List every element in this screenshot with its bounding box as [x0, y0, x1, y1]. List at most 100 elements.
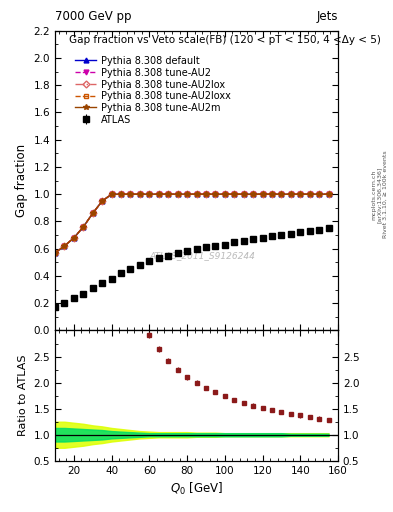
Pythia 8.308 tune-AU2m — [298, 191, 303, 197]
Text: Rivet 3.1.10, ≥ 100k events: Rivet 3.1.10, ≥ 100k events — [383, 151, 387, 239]
Pythia 8.308 tune-AU2loxx — [147, 191, 152, 197]
Line: Pythia 8.308 default: Pythia 8.308 default — [53, 192, 331, 255]
Pythia 8.308 tune-AU2loxx — [81, 224, 86, 230]
Pythia 8.308 tune-AU2m — [138, 191, 142, 197]
Line: Pythia 8.308 tune-AU2loxx: Pythia 8.308 tune-AU2loxx — [53, 192, 331, 255]
Pythia 8.308 tune-AU2 — [147, 191, 152, 197]
Pythia 8.308 tune-AU2loxx — [222, 191, 227, 197]
Pythia 8.308 tune-AU2loxx — [90, 210, 95, 217]
Pythia 8.308 default — [53, 250, 57, 256]
Pythia 8.308 default — [232, 191, 237, 197]
Pythia 8.308 tune-AU2m — [279, 191, 284, 197]
Pythia 8.308 tune-AU2lox — [128, 191, 133, 197]
Pythia 8.308 tune-AU2loxx — [279, 191, 284, 197]
Pythia 8.308 default — [166, 191, 171, 197]
Pythia 8.308 default — [147, 191, 152, 197]
Text: Gap fraction vs Veto scale(FB) (120 < pT < 150, 4 <Δy < 5): Gap fraction vs Veto scale(FB) (120 < pT… — [69, 35, 381, 45]
Line: Pythia 8.308 tune-AU2m: Pythia 8.308 tune-AU2m — [52, 191, 331, 255]
Pythia 8.308 tune-AU2loxx — [270, 191, 274, 197]
Pythia 8.308 tune-AU2loxx — [119, 191, 123, 197]
Pythia 8.308 tune-AU2lox — [232, 191, 237, 197]
Pythia 8.308 default — [175, 191, 180, 197]
Pythia 8.308 default — [81, 224, 86, 230]
Pythia 8.308 tune-AU2lox — [317, 191, 321, 197]
Pythia 8.308 tune-AU2lox — [156, 191, 161, 197]
Pythia 8.308 tune-AU2 — [175, 191, 180, 197]
Pythia 8.308 tune-AU2m — [147, 191, 152, 197]
Pythia 8.308 tune-AU2 — [156, 191, 161, 197]
Pythia 8.308 tune-AU2lox — [307, 191, 312, 197]
Pythia 8.308 tune-AU2lox — [204, 191, 208, 197]
Pythia 8.308 tune-AU2m — [194, 191, 199, 197]
Text: ATLAS_2011_S9126244: ATLAS_2011_S9126244 — [149, 251, 255, 260]
Legend: Pythia 8.308 default, Pythia 8.308 tune-AU2, Pythia 8.308 tune-AU2lox, Pythia 8.: Pythia 8.308 default, Pythia 8.308 tune-… — [74, 55, 232, 126]
Pythia 8.308 tune-AU2 — [109, 191, 114, 197]
Pythia 8.308 tune-AU2 — [185, 191, 189, 197]
Pythia 8.308 tune-AU2m — [204, 191, 208, 197]
Pythia 8.308 tune-AU2loxx — [138, 191, 142, 197]
Pythia 8.308 tune-AU2lox — [175, 191, 180, 197]
Pythia 8.308 tune-AU2m — [288, 191, 293, 197]
Pythia 8.308 tune-AU2m — [72, 234, 76, 241]
Text: Jets: Jets — [316, 10, 338, 23]
Pythia 8.308 tune-AU2m — [175, 191, 180, 197]
Pythia 8.308 tune-AU2lox — [260, 191, 265, 197]
Pythia 8.308 tune-AU2loxx — [72, 234, 76, 241]
Pythia 8.308 tune-AU2m — [166, 191, 171, 197]
Pythia 8.308 tune-AU2loxx — [156, 191, 161, 197]
Pythia 8.308 tune-AU2m — [100, 198, 105, 204]
Text: mcplots.cern.ch: mcplots.cern.ch — [372, 169, 376, 220]
Pythia 8.308 tune-AU2lox — [270, 191, 274, 197]
Pythia 8.308 default — [307, 191, 312, 197]
Pythia 8.308 default — [100, 198, 105, 204]
Line: Pythia 8.308 tune-AU2: Pythia 8.308 tune-AU2 — [53, 192, 331, 255]
Pythia 8.308 tune-AU2 — [222, 191, 227, 197]
Pythia 8.308 tune-AU2lox — [53, 250, 57, 256]
Pythia 8.308 tune-AU2loxx — [298, 191, 303, 197]
Pythia 8.308 tune-AU2m — [232, 191, 237, 197]
Pythia 8.308 tune-AU2lox — [241, 191, 246, 197]
X-axis label: $Q_0$ [GeV]: $Q_0$ [GeV] — [170, 481, 223, 497]
Pythia 8.308 tune-AU2lox — [185, 191, 189, 197]
Pythia 8.308 default — [317, 191, 321, 197]
Pythia 8.308 tune-AU2lox — [100, 198, 105, 204]
Pythia 8.308 tune-AU2lox — [119, 191, 123, 197]
Pythia 8.308 tune-AU2m — [53, 250, 57, 256]
Pythia 8.308 tune-AU2loxx — [175, 191, 180, 197]
Pythia 8.308 tune-AU2 — [298, 191, 303, 197]
Pythia 8.308 default — [270, 191, 274, 197]
Pythia 8.308 tune-AU2 — [270, 191, 274, 197]
Pythia 8.308 tune-AU2m — [241, 191, 246, 197]
Pythia 8.308 tune-AU2 — [128, 191, 133, 197]
Pythia 8.308 tune-AU2loxx — [241, 191, 246, 197]
Pythia 8.308 tune-AU2m — [307, 191, 312, 197]
Pythia 8.308 tune-AU2m — [317, 191, 321, 197]
Text: 7000 GeV pp: 7000 GeV pp — [55, 10, 132, 23]
Pythia 8.308 tune-AU2m — [270, 191, 274, 197]
Y-axis label: Ratio to ATLAS: Ratio to ATLAS — [18, 355, 28, 436]
Pythia 8.308 tune-AU2 — [288, 191, 293, 197]
Pythia 8.308 tune-AU2m — [326, 191, 331, 197]
Pythia 8.308 tune-AU2loxx — [213, 191, 218, 197]
Pythia 8.308 tune-AU2m — [128, 191, 133, 197]
Pythia 8.308 default — [279, 191, 284, 197]
Pythia 8.308 default — [194, 191, 199, 197]
Pythia 8.308 default — [251, 191, 255, 197]
Pythia 8.308 default — [119, 191, 123, 197]
Pythia 8.308 tune-AU2 — [119, 191, 123, 197]
Pythia 8.308 default — [128, 191, 133, 197]
Pythia 8.308 default — [326, 191, 331, 197]
Pythia 8.308 tune-AU2m — [62, 243, 67, 249]
Pythia 8.308 tune-AU2 — [279, 191, 284, 197]
Pythia 8.308 tune-AU2lox — [62, 243, 67, 249]
Pythia 8.308 default — [138, 191, 142, 197]
Pythia 8.308 default — [72, 234, 76, 241]
Pythia 8.308 tune-AU2loxx — [204, 191, 208, 197]
Pythia 8.308 tune-AU2 — [100, 198, 105, 204]
Pythia 8.308 default — [204, 191, 208, 197]
Pythia 8.308 default — [213, 191, 218, 197]
Pythia 8.308 tune-AU2 — [326, 191, 331, 197]
Pythia 8.308 tune-AU2lox — [81, 224, 86, 230]
Pythia 8.308 default — [260, 191, 265, 197]
Pythia 8.308 default — [288, 191, 293, 197]
